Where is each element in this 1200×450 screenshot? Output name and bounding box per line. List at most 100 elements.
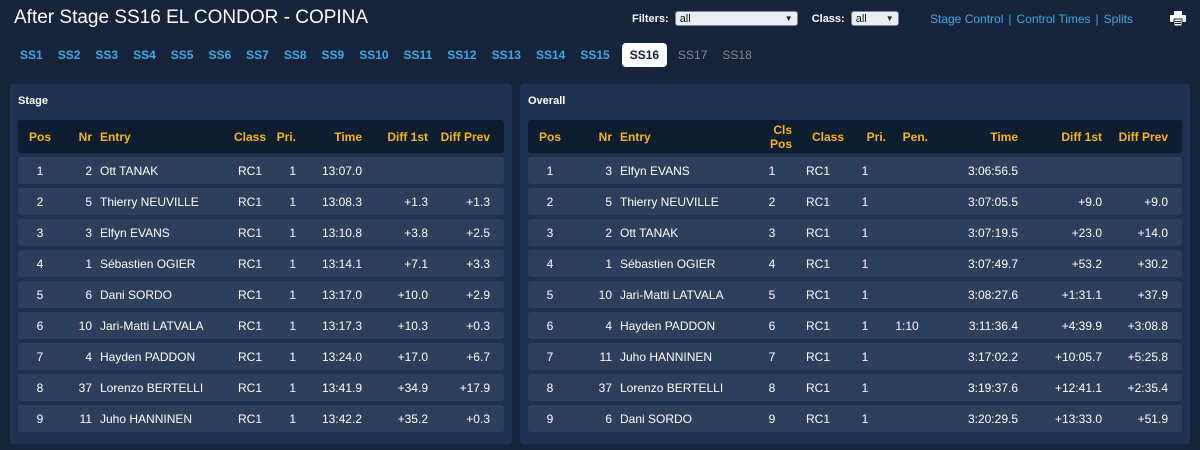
cell-nr: 5 xyxy=(572,188,612,215)
cell-entry[interactable]: Ott TANAK xyxy=(612,219,738,246)
col-header-class[interactable]: Class xyxy=(216,120,266,153)
cell-time: 3:06:56.5 xyxy=(928,157,1018,184)
tab-ss2[interactable]: SS2 xyxy=(57,48,81,62)
col-header-time[interactable]: Time xyxy=(296,120,362,153)
cell-pri: 1 xyxy=(844,281,886,308)
table-row: 2 5 Thierry NEUVILLE RC1 1 13:08.3 +1.3 +1.3 xyxy=(18,188,504,215)
overall-results-table: Pos Nr Entry Cls Pos Class Pri. Pen. Tim… xyxy=(528,116,1182,436)
tab-ss5[interactable]: SS5 xyxy=(170,48,194,62)
stage-tabs: SS1 SS2 SS3 SS4 SS5 SS6 SS7 SS8 SS9 SS10 SS11 SS12 S… xyxy=(16,42,763,68)
cell-entry[interactable]: Juho HANNINEN xyxy=(92,405,216,432)
col-header-entry[interactable]: Entry xyxy=(92,120,216,153)
cell-class: RC1 xyxy=(216,312,266,339)
tab-ss16[interactable]: SS16 xyxy=(621,43,668,67)
cell-diff-1st: +9.0 xyxy=(1018,188,1102,215)
col-header-nr[interactable]: Nr xyxy=(572,120,612,153)
cell-pos: 7 xyxy=(18,343,62,370)
col-header-diff-prev[interactable]: Diff Prev xyxy=(428,120,504,153)
cell-entry[interactable]: Juho HANNINEN xyxy=(612,343,738,370)
tab-ss15[interactable]: SS15 xyxy=(580,48,610,62)
cell-entry[interactable]: Lorenzo BERTELLI xyxy=(92,374,216,401)
tab-ss18: SS18 xyxy=(722,48,752,62)
col-header-nr[interactable]: Nr xyxy=(62,120,92,153)
cell-pri: 1 xyxy=(266,343,296,370)
col-header-diff-1st[interactable]: Diff 1st xyxy=(1018,120,1102,153)
cell-diff-1st: +34.9 xyxy=(362,374,428,401)
control-times-link[interactable]: Control Times xyxy=(1016,12,1091,26)
cell-pri: 1 xyxy=(266,157,296,184)
cell-nr: 3 xyxy=(62,219,92,246)
cell-diff-1st: +17.0 xyxy=(362,343,428,370)
col-header-diff-prev[interactable]: Diff Prev xyxy=(1102,120,1182,153)
header-bar: After Stage SS16 EL CONDOR - COPINA Filt… xyxy=(0,0,1200,38)
tab-ss1[interactable]: SS1 xyxy=(20,48,43,62)
cell-pen xyxy=(886,250,928,277)
cell-pen xyxy=(886,374,928,401)
cell-entry[interactable]: Lorenzo BERTELLI xyxy=(612,374,738,401)
cell-pos: 6 xyxy=(528,312,572,339)
cell-entry[interactable]: Thierry NEUVILLE xyxy=(612,188,738,215)
table-row: 8 37 Lorenzo BERTELLI RC1 1 13:41.9 +34.9 +17.9 xyxy=(18,374,504,401)
cell-entry[interactable]: Ott TANAK xyxy=(92,157,216,184)
table-row: 1 2 Ott TANAK RC1 1 13:07.0 xyxy=(18,157,504,184)
tab-ss10[interactable]: SS10 xyxy=(359,48,389,62)
cell-pri: 1 xyxy=(266,281,296,308)
cell-nr: 2 xyxy=(572,219,612,246)
tab-ss13[interactable]: SS13 xyxy=(491,48,521,62)
filters-select[interactable]: all ▼ xyxy=(674,11,798,26)
cell-cls-pos: 3 xyxy=(738,219,792,246)
stage-panel: Stage Pos Nr Entry Class Pri. Time Diff … xyxy=(10,84,512,444)
col-header-class[interactable]: Class xyxy=(792,120,844,153)
col-header-pos[interactable]: Pos xyxy=(528,120,572,153)
cell-time: 3:08:27.6 xyxy=(928,281,1018,308)
tab-ss3[interactable]: SS3 xyxy=(95,48,119,62)
cell-pos: 7 xyxy=(528,343,572,370)
tab-ss7[interactable]: SS7 xyxy=(246,48,269,62)
col-header-time[interactable]: Time xyxy=(928,120,1018,153)
cell-pen xyxy=(886,188,928,215)
cell-entry[interactable]: Elfyn EVANS xyxy=(612,157,738,184)
col-header-cls-pos[interactable]: Cls Pos xyxy=(738,120,792,153)
cell-entry[interactable]: Thierry NEUVILLE xyxy=(92,188,216,215)
cell-time: 3:07:19.5 xyxy=(928,219,1018,246)
cell-entry[interactable]: Hayden PADDON xyxy=(612,312,738,339)
tab-ss14[interactable]: SS14 xyxy=(535,48,566,62)
tab-ss11[interactable]: SS11 xyxy=(403,48,433,62)
col-header-diff-1st[interactable]: Diff 1st xyxy=(362,120,428,153)
tab-ss8[interactable]: SS8 xyxy=(283,48,307,62)
col-header-pos[interactable]: Pos xyxy=(18,120,62,153)
splits-link[interactable]: Splits xyxy=(1103,12,1134,26)
col-header-entry[interactable]: Entry xyxy=(612,120,738,153)
cell-time: 13:07.0 xyxy=(296,157,362,184)
cell-diff-1st: +12:41.1 xyxy=(1018,374,1102,401)
overall-panel-title: Overall xyxy=(528,95,566,107)
cell-pos: 9 xyxy=(18,405,62,432)
cell-entry[interactable]: Jari-Matti LATVALA xyxy=(92,312,216,339)
tab-ss4[interactable]: SS4 xyxy=(133,48,156,62)
col-header-pri[interactable]: Pri. xyxy=(266,120,296,153)
cell-pos: 4 xyxy=(18,250,62,277)
cell-entry[interactable]: Sébastien OGIER xyxy=(612,250,738,277)
cell-pri: 1 xyxy=(844,312,886,339)
filters-group: Filters: all ▼ Class: all ▼ xyxy=(632,11,899,26)
cell-entry[interactable]: Jari-Matti LATVALA xyxy=(612,281,738,308)
cell-nr: 11 xyxy=(572,343,612,370)
tab-ss12[interactable]: SS12 xyxy=(447,48,477,62)
tab-ss6[interactable]: SS6 xyxy=(208,48,232,62)
cell-entry[interactable]: Dani SORDO xyxy=(612,405,738,432)
stage-control-link[interactable]: Stage Control xyxy=(930,12,1004,26)
cell-entry[interactable]: Dani SORDO xyxy=(92,281,216,308)
tab-ss9[interactable]: SS9 xyxy=(321,48,345,62)
cell-entry[interactable]: Elfyn EVANS xyxy=(92,219,216,246)
cell-entry[interactable]: Hayden PADDON xyxy=(92,343,216,370)
col-header-pen[interactable]: Pen. xyxy=(886,120,928,153)
print-icon[interactable] xyxy=(1170,11,1186,26)
cell-time: 13:24.0 xyxy=(296,343,362,370)
col-header-pri[interactable]: Pri. xyxy=(844,120,886,153)
page-title: After Stage SS16 EL CONDOR - COPINA xyxy=(14,7,369,28)
cell-entry[interactable]: Sébastien OGIER xyxy=(92,250,216,277)
cell-nr: 37 xyxy=(572,374,612,401)
table-row: 7 11 Juho HANNINEN 7 RC1 1 3:17:02.2 +10:05.7 +5… xyxy=(528,343,1182,370)
cell-pen: 1:10 xyxy=(886,312,928,339)
class-select[interactable]: all ▼ xyxy=(850,11,899,26)
